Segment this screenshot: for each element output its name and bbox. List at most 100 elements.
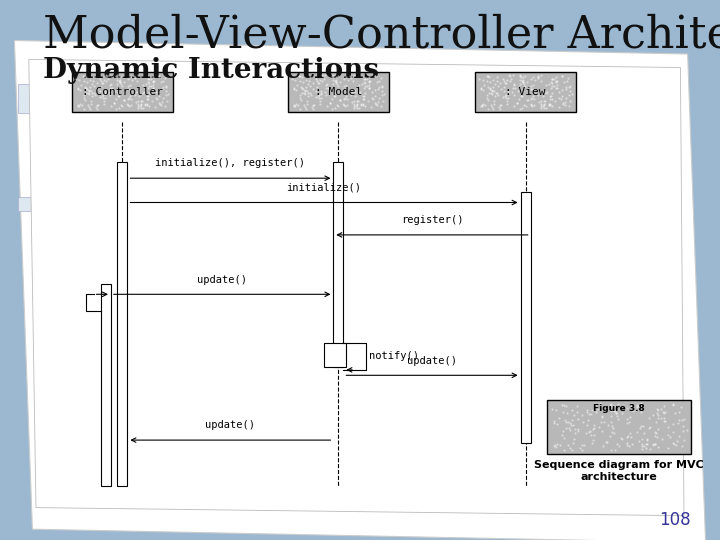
Point xyxy=(656,414,667,423)
Point xyxy=(297,84,308,93)
Point xyxy=(566,406,577,415)
Point xyxy=(605,401,616,410)
Point xyxy=(525,85,536,93)
Point xyxy=(551,77,562,86)
Point xyxy=(327,72,338,81)
Point xyxy=(476,101,487,110)
Point xyxy=(495,101,507,110)
Point xyxy=(678,422,689,430)
Point xyxy=(608,423,619,432)
Point xyxy=(335,96,346,105)
Point xyxy=(509,102,521,110)
Point xyxy=(546,75,558,84)
Point xyxy=(141,94,153,103)
Point xyxy=(354,88,366,97)
Point xyxy=(539,103,550,112)
Point xyxy=(109,86,120,95)
Point xyxy=(605,406,616,415)
Point xyxy=(572,424,583,433)
Point xyxy=(498,77,510,86)
Point xyxy=(366,87,378,96)
Point xyxy=(497,92,508,101)
Point xyxy=(125,73,136,82)
Point xyxy=(114,104,125,113)
Point xyxy=(97,78,109,87)
Point xyxy=(81,78,92,86)
Point xyxy=(650,417,662,426)
Bar xyxy=(475,71,576,112)
Point xyxy=(481,77,492,85)
Point xyxy=(320,84,332,93)
Point xyxy=(341,80,352,89)
Point xyxy=(616,409,628,417)
Point xyxy=(138,88,150,97)
Text: update(): update() xyxy=(197,274,247,285)
Point xyxy=(332,71,343,80)
Point xyxy=(541,103,552,112)
Point xyxy=(154,100,166,109)
Point xyxy=(91,104,102,113)
Point xyxy=(551,81,562,90)
Point xyxy=(659,408,670,416)
Point xyxy=(308,101,320,110)
Point xyxy=(609,446,621,454)
Point xyxy=(647,411,659,420)
Point xyxy=(299,90,310,99)
Point xyxy=(132,70,143,79)
Point xyxy=(651,428,662,437)
Point xyxy=(374,83,385,91)
Point xyxy=(86,96,97,105)
Point xyxy=(122,85,133,93)
Point xyxy=(551,84,562,92)
Point xyxy=(558,78,570,86)
Point xyxy=(503,86,514,95)
Point xyxy=(346,98,358,107)
Point xyxy=(659,417,670,426)
Point xyxy=(643,424,654,433)
Point xyxy=(640,440,652,448)
Point xyxy=(377,87,388,96)
Point xyxy=(551,420,562,428)
Point xyxy=(152,94,163,103)
Point xyxy=(78,72,89,81)
Point xyxy=(626,440,637,449)
Point xyxy=(580,429,592,437)
Point xyxy=(678,426,689,435)
Point xyxy=(91,84,103,93)
Point xyxy=(123,84,135,93)
Point xyxy=(546,81,558,90)
Point xyxy=(479,81,490,90)
Point xyxy=(503,93,514,102)
Point xyxy=(324,99,336,107)
Point xyxy=(153,92,165,100)
Point xyxy=(300,76,312,84)
Point xyxy=(655,404,667,413)
Point xyxy=(572,402,583,410)
Point xyxy=(482,96,494,104)
Point xyxy=(586,406,598,414)
Point xyxy=(532,72,544,80)
Point xyxy=(613,415,624,423)
Point xyxy=(506,88,518,97)
Point xyxy=(339,102,351,110)
Point xyxy=(515,72,526,81)
Point xyxy=(600,438,612,447)
Bar xyxy=(72,71,173,112)
Point xyxy=(511,99,523,107)
Point xyxy=(156,85,168,93)
Point xyxy=(553,103,564,112)
Point xyxy=(111,104,122,113)
Point xyxy=(134,102,145,110)
Point xyxy=(539,100,550,109)
Point xyxy=(310,92,321,101)
Point xyxy=(503,71,515,80)
Point xyxy=(112,87,124,96)
Point xyxy=(485,84,496,93)
Point xyxy=(150,93,161,102)
Point xyxy=(536,87,547,96)
Point xyxy=(667,438,679,447)
Point xyxy=(369,72,381,81)
Point xyxy=(142,84,153,93)
Point xyxy=(138,81,149,90)
Point xyxy=(307,84,319,93)
